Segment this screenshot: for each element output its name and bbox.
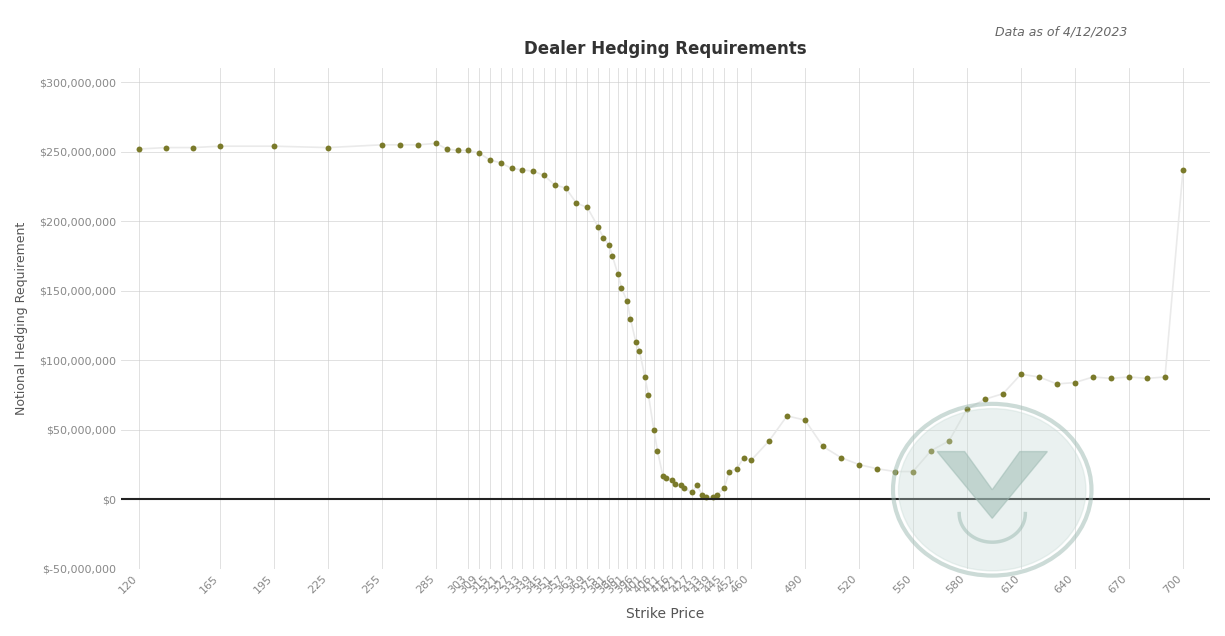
Point <box>734 453 753 463</box>
Polygon shape <box>937 452 1047 518</box>
Point <box>921 446 941 456</box>
Point <box>741 455 761 466</box>
Point <box>448 145 468 155</box>
Point <box>657 473 676 483</box>
Point <box>696 492 715 502</box>
Point <box>1137 373 1156 384</box>
Point <box>608 269 627 279</box>
Point <box>391 140 410 150</box>
Point <box>665 479 685 489</box>
X-axis label: Strike Price: Strike Price <box>626 607 704 621</box>
Point <box>867 464 887 474</box>
Point <box>426 138 446 148</box>
Point <box>556 183 576 193</box>
Point <box>318 142 338 153</box>
Point <box>687 480 707 490</box>
Point <box>1120 372 1139 382</box>
Point <box>760 436 779 446</box>
Point <box>534 170 554 181</box>
Point <box>703 492 723 502</box>
Point <box>1047 379 1067 389</box>
Point <box>1174 165 1193 175</box>
Point <box>1101 373 1121 384</box>
Point <box>795 415 815 425</box>
Point <box>480 155 500 165</box>
Point <box>469 148 489 158</box>
Point <box>903 466 922 476</box>
Point <box>577 202 597 212</box>
Point <box>567 198 587 208</box>
Point <box>635 372 654 382</box>
Point <box>886 466 905 476</box>
Title: Dealer Hedging Requirements: Dealer Hedging Requirements <box>524 41 807 59</box>
Point <box>707 490 726 501</box>
Point <box>648 446 668 456</box>
Point <box>1011 369 1030 379</box>
Point <box>682 487 702 497</box>
Point <box>458 145 478 155</box>
Point <box>599 240 619 250</box>
Y-axis label: Notional Hedging Requirement: Notional Hedging Requirement <box>15 222 28 415</box>
Point <box>211 141 230 151</box>
Point <box>777 411 796 421</box>
Point <box>157 142 176 153</box>
Point <box>408 140 428 150</box>
Point <box>675 483 695 494</box>
Point <box>1066 377 1085 387</box>
Circle shape <box>899 408 1087 571</box>
Point <box>975 394 995 404</box>
Point <box>813 441 833 452</box>
Point <box>184 142 203 153</box>
Point <box>719 466 739 476</box>
Point <box>726 464 746 474</box>
Point <box>644 425 664 435</box>
Point <box>594 233 614 243</box>
Point <box>523 166 543 176</box>
Point <box>662 475 681 485</box>
Point <box>1083 372 1102 382</box>
Point <box>832 453 851 463</box>
Point <box>265 141 284 151</box>
Point <box>372 140 392 150</box>
Point <box>653 471 673 481</box>
Point <box>692 490 712 501</box>
Point <box>957 404 976 414</box>
Point <box>502 163 522 174</box>
Point <box>603 251 622 261</box>
Point <box>621 314 641 324</box>
Point <box>130 144 149 154</box>
Point <box>491 158 511 168</box>
Point <box>671 480 691 490</box>
Point <box>630 345 649 356</box>
Point <box>626 337 646 347</box>
Point <box>611 283 631 293</box>
Point <box>993 389 1013 399</box>
Point <box>617 296 637 306</box>
Text: Data as of 4/12/2023: Data as of 4/12/2023 <box>995 25 1127 38</box>
Point <box>940 436 959 446</box>
Point <box>545 180 565 190</box>
Point <box>849 459 869 469</box>
Point <box>588 222 608 232</box>
Point <box>638 390 658 400</box>
Point <box>437 144 457 154</box>
Point <box>714 483 734 494</box>
Point <box>1155 372 1175 382</box>
Point <box>1029 372 1049 382</box>
Point <box>512 165 532 175</box>
